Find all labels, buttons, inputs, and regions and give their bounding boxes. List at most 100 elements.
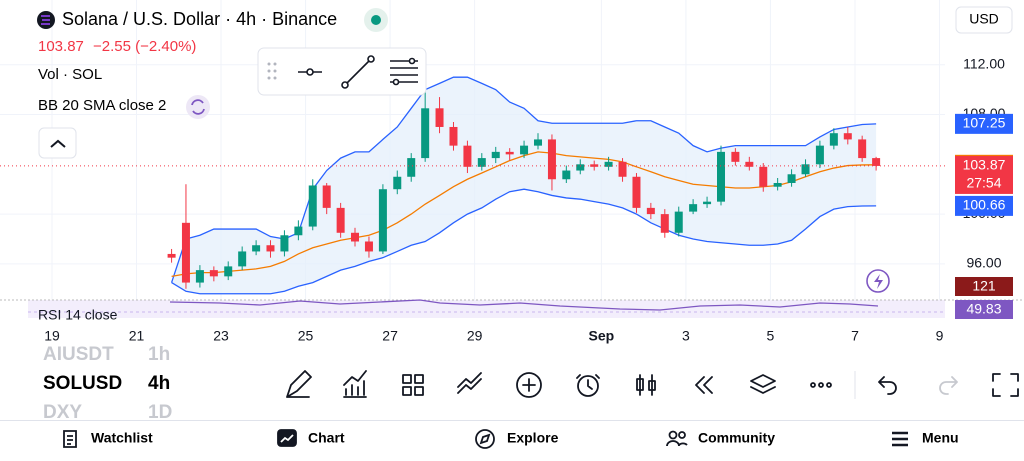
explore-icon bbox=[475, 429, 495, 449]
settings-tool[interactable] bbox=[390, 60, 418, 83]
candle-body bbox=[407, 158, 416, 177]
x-tick-label: 23 bbox=[213, 328, 229, 344]
price-tag-label: 100.66 bbox=[963, 197, 1006, 213]
drawing-toolbar bbox=[257, 47, 427, 96]
indicator-refresh[interactable] bbox=[186, 95, 210, 119]
candle-body bbox=[351, 232, 360, 242]
nav-explore[interactable]: Explore bbox=[507, 430, 559, 446]
candle-body bbox=[224, 266, 233, 277]
candle-body bbox=[547, 139, 556, 180]
interval-prev[interactable]: 1h bbox=[148, 345, 170, 365]
candle-body bbox=[801, 164, 810, 175]
x-tick-label: 3 bbox=[682, 328, 690, 344]
candle-body bbox=[364, 241, 373, 252]
symbol-current[interactable]: SOLUSD bbox=[43, 373, 122, 394]
candle-body bbox=[322, 185, 331, 208]
candle-body bbox=[421, 108, 430, 159]
bottom-nav: Watchlist Chart Explore Community Menu bbox=[0, 420, 1024, 449]
rsi-tag bbox=[955, 300, 1013, 319]
candle-body bbox=[308, 185, 317, 227]
currency-button[interactable] bbox=[955, 6, 1013, 34]
fullscreen-tool[interactable] bbox=[992, 373, 1019, 397]
candle-body bbox=[209, 270, 218, 277]
candle-body bbox=[872, 158, 881, 166]
candle-body bbox=[238, 251, 247, 267]
candle-body bbox=[252, 245, 261, 252]
candle-body bbox=[195, 270, 204, 283]
chart-icon bbox=[277, 429, 297, 447]
collapse-button[interactable] bbox=[38, 127, 77, 159]
draw-tool[interactable] bbox=[286, 370, 312, 398]
rsi-pane bbox=[28, 300, 945, 318]
layers-tool[interactable] bbox=[750, 374, 776, 394]
price-change: −2.55 (−2.40%) bbox=[93, 38, 196, 55]
trend-line-tool[interactable] bbox=[344, 58, 372, 86]
menu-icon bbox=[892, 431, 908, 447]
candle-body bbox=[294, 226, 303, 236]
add-tool[interactable] bbox=[516, 372, 542, 398]
candle-body bbox=[266, 245, 275, 252]
candle-body bbox=[717, 151, 726, 202]
x-axis: 19 21 23 25 27 29 Sep 3 5 7 9 bbox=[44, 328, 943, 344]
refresh-icon bbox=[191, 99, 205, 115]
y-tick-label: 112.00 bbox=[963, 55, 1005, 71]
symbol-prev[interactable]: AIUSDT bbox=[43, 345, 114, 365]
symbol-title: Solana / U.S. Dollar · 4h · Binance bbox=[62, 9, 337, 29]
redo-tool[interactable] bbox=[939, 376, 958, 395]
symbol-icon-mark bbox=[41, 15, 50, 25]
nav-chart[interactable]: Chart bbox=[308, 430, 345, 446]
volume-tag-label: 121 bbox=[972, 278, 996, 294]
last-price: 103.87 bbox=[38, 38, 84, 55]
rsi-label: RSI 14 close bbox=[38, 307, 118, 323]
volume-tag bbox=[955, 277, 1013, 296]
x-tick-label: 25 bbox=[298, 328, 314, 344]
price-tag bbox=[955, 155, 1013, 194]
interval-next[interactable]: 1D bbox=[148, 402, 172, 420]
alert-tool[interactable] bbox=[577, 375, 599, 397]
interval-current[interactable]: 4h bbox=[148, 373, 170, 394]
price-tag bbox=[955, 113, 1013, 134]
y-tick-label: 96.00 bbox=[966, 255, 1001, 271]
candle-body bbox=[858, 139, 867, 159]
chart-type-tool[interactable] bbox=[636, 378, 644, 391]
indicators-tool[interactable] bbox=[343, 370, 367, 398]
candle-body bbox=[843, 133, 852, 140]
candle-body bbox=[576, 164, 585, 171]
candle-body bbox=[674, 211, 683, 233]
bottom-toolbar: AIUSDT 1h SOLUSD 4h DXY 1D bbox=[43, 345, 1019, 420]
price-tag-label: 107.25 bbox=[963, 115, 1006, 131]
market-status-dot bbox=[371, 15, 381, 25]
layout-tool[interactable] bbox=[402, 374, 424, 396]
candle-body bbox=[829, 133, 838, 146]
symbol-next[interactable]: DXY bbox=[43, 402, 82, 420]
replay-tool[interactable] bbox=[695, 376, 713, 394]
price-tag bbox=[955, 195, 1013, 216]
plot-area bbox=[0, 0, 945, 300]
rsi-tag-label: 49.83 bbox=[966, 301, 1001, 317]
community-icon bbox=[668, 430, 678, 440]
band-upper bbox=[170, 76, 877, 283]
candle-body bbox=[618, 161, 627, 177]
nav-menu[interactable]: Menu bbox=[922, 430, 959, 446]
countdown: 27:54 bbox=[966, 175, 1001, 191]
drag-handle bbox=[267, 62, 277, 80]
volume-label: Vol · SOL bbox=[38, 66, 102, 83]
candle-body bbox=[632, 176, 641, 208]
currency: USD bbox=[969, 11, 999, 27]
x-tick-label: 7 bbox=[851, 328, 859, 344]
nav-community[interactable]: Community bbox=[698, 430, 775, 446]
nav-watchlist[interactable]: Watchlist bbox=[91, 430, 153, 446]
candle-body bbox=[378, 189, 387, 252]
candle-body bbox=[435, 108, 444, 127]
price-tag-label: 103.87 bbox=[963, 157, 1006, 173]
candle-body bbox=[703, 201, 712, 205]
undo-tool[interactable] bbox=[878, 376, 897, 395]
band-lower bbox=[171, 188, 877, 295]
candle-body bbox=[787, 174, 796, 183]
candle-body bbox=[773, 182, 782, 187]
x-tick-label: 9 bbox=[936, 328, 944, 344]
compare-tool[interactable] bbox=[457, 372, 482, 394]
rsi-line bbox=[169, 299, 879, 311]
more-tool[interactable] bbox=[810, 382, 816, 388]
